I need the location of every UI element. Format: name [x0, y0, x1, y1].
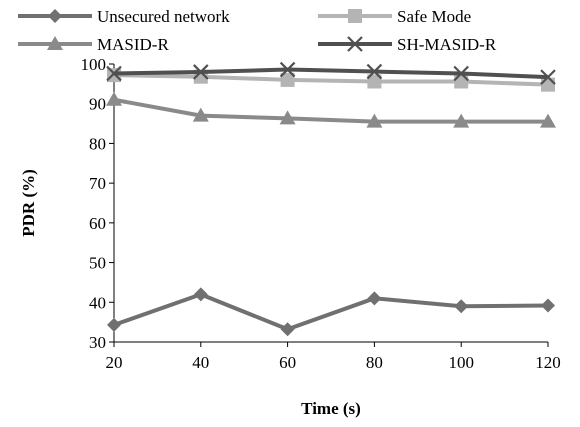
legend-item: Safe Mode — [318, 7, 471, 26]
y-tick-label: 60 — [89, 214, 106, 233]
x-tick-label: 40 — [192, 353, 209, 372]
legend-marker — [47, 36, 63, 50]
axes — [109, 63, 549, 347]
data-point — [540, 69, 556, 85]
x-tick-label: 120 — [535, 353, 561, 372]
legend-label: Safe Mode — [397, 7, 471, 26]
series-masid-r — [106, 91, 556, 128]
y-tick-label: 70 — [89, 174, 106, 193]
data-point — [454, 74, 469, 89]
x-tick-label: 20 — [106, 353, 123, 372]
series-sh-masid-r — [106, 61, 556, 85]
data-point — [367, 74, 382, 89]
data-point — [106, 65, 122, 82]
y-tick-label: 40 — [89, 293, 106, 312]
legend-marker — [348, 9, 362, 23]
data-point — [366, 113, 383, 128]
legend-marker — [347, 36, 363, 52]
data-point — [454, 299, 469, 314]
data-point — [279, 61, 296, 78]
data-point — [367, 291, 382, 306]
y-tick-label: 50 — [89, 254, 106, 273]
tick-labels: 30 40 50 60 70 80 90 100 20 40 60 80 100 120 — [81, 55, 561, 372]
series-unsecured-network — [107, 287, 555, 337]
y-tick-label: 30 — [89, 333, 106, 352]
data-point — [193, 287, 208, 302]
series-line — [113, 73, 549, 87]
data-point — [279, 110, 296, 125]
legend-item: MASID-R — [18, 35, 169, 54]
data-point — [453, 65, 469, 82]
x-tick-label: 60 — [279, 353, 296, 372]
legend-label: Unsecured network — [97, 7, 230, 26]
legend-label: MASID-R — [97, 35, 169, 54]
data-point — [106, 91, 122, 106]
data-point — [541, 298, 555, 313]
data-point — [107, 317, 121, 332]
legend-marker — [48, 9, 62, 23]
x-tick-label: 80 — [366, 353, 383, 372]
y-tick-label: 90 — [89, 95, 106, 114]
series-layer — [106, 61, 556, 337]
y-tick-label: 100 — [81, 55, 107, 74]
data-point — [366, 63, 383, 80]
data-point — [280, 322, 295, 337]
series-line — [113, 67, 549, 80]
x-tick-label: 100 — [448, 353, 474, 372]
legend-item: Unsecured network — [18, 7, 230, 26]
data-point — [453, 113, 470, 128]
y-axis-title: PDR (%) — [19, 169, 38, 237]
legend: Unsecured network Safe Mode MASID-R SH-MASI… — [18, 7, 497, 54]
legend-label: SH-MASID-R — [397, 35, 497, 54]
x-axis-title: Time (s) — [301, 399, 361, 418]
series-line — [113, 97, 548, 124]
y-tick-label: 80 — [89, 134, 106, 153]
data-point — [280, 72, 295, 87]
legend-item: SH-MASID-R — [318, 35, 497, 54]
series-line — [113, 292, 549, 332]
data-point — [193, 64, 209, 80]
data-point — [192, 107, 209, 122]
data-point — [541, 77, 555, 92]
data-point — [540, 113, 556, 128]
